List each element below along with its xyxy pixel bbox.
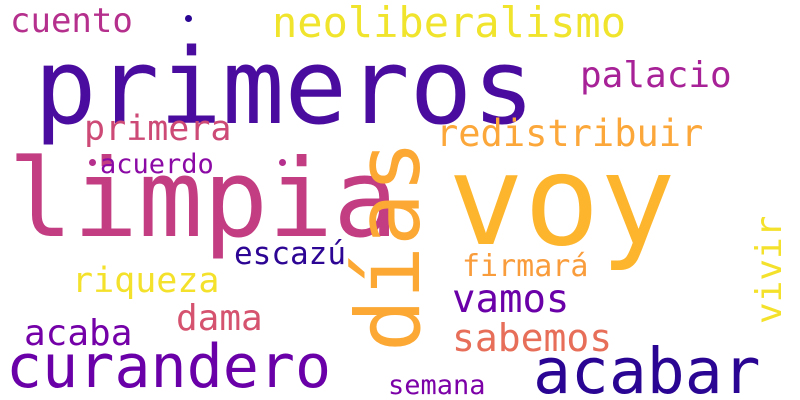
word-primera: primera bbox=[84, 109, 232, 149]
word-neoliberalismo: neoliberalismo bbox=[272, 0, 627, 47]
word-escazu: escazú bbox=[234, 236, 346, 272]
word-sabemos: sabemos bbox=[452, 316, 613, 360]
word-semana: semana bbox=[388, 370, 486, 400]
word-palacio: palacio bbox=[580, 55, 732, 96]
word-redistribuir: redistribuir bbox=[436, 112, 704, 155]
word-acaba: acaba bbox=[24, 313, 133, 354]
word-primeros: primeros bbox=[34, 26, 535, 148]
word-vivir: vivir bbox=[749, 215, 790, 324]
word-cuento: cuento bbox=[10, 1, 133, 41]
dot-acuerdo-left bbox=[89, 159, 96, 166]
word-dama: dama bbox=[176, 298, 263, 339]
dot-acuerdo-right bbox=[279, 159, 286, 166]
word-acabar: acabar bbox=[533, 335, 761, 400]
dot-cuento bbox=[185, 15, 192, 22]
word-voy: voy bbox=[448, 127, 676, 274]
word-limpia: limpia bbox=[8, 137, 399, 262]
word-firmara: firmará bbox=[462, 249, 589, 284]
word-acuerdo: acuerdo bbox=[100, 149, 214, 180]
word-dias: días bbox=[337, 140, 440, 352]
word-curandero: curandero bbox=[6, 332, 332, 400]
word-vamos: vamos bbox=[452, 277, 570, 322]
word-riqueza: riqueza bbox=[72, 261, 220, 301]
